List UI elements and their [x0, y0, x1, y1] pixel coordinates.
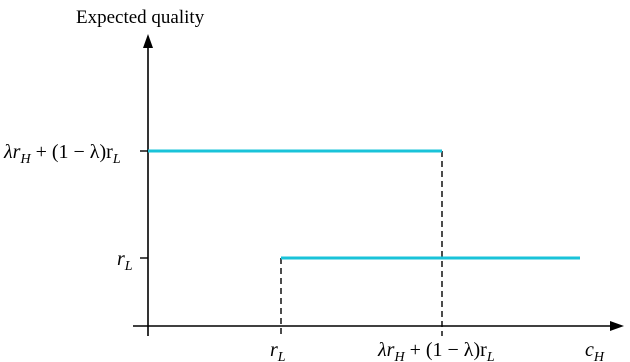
x-tick-label-threshold: λrH + (1 − λ)rL [377, 339, 495, 362]
y-tick-label-high: λrH + (1 − λ)rL [3, 141, 121, 167]
y-tick-label-low: rL [117, 248, 133, 274]
x-tick-label-rL: rL [270, 339, 286, 362]
x-axis-title: cH [585, 339, 605, 362]
x-axis-arrow [610, 321, 624, 331]
y-axis-title: Expected quality [76, 7, 205, 28]
y-axis-arrow [143, 34, 153, 48]
